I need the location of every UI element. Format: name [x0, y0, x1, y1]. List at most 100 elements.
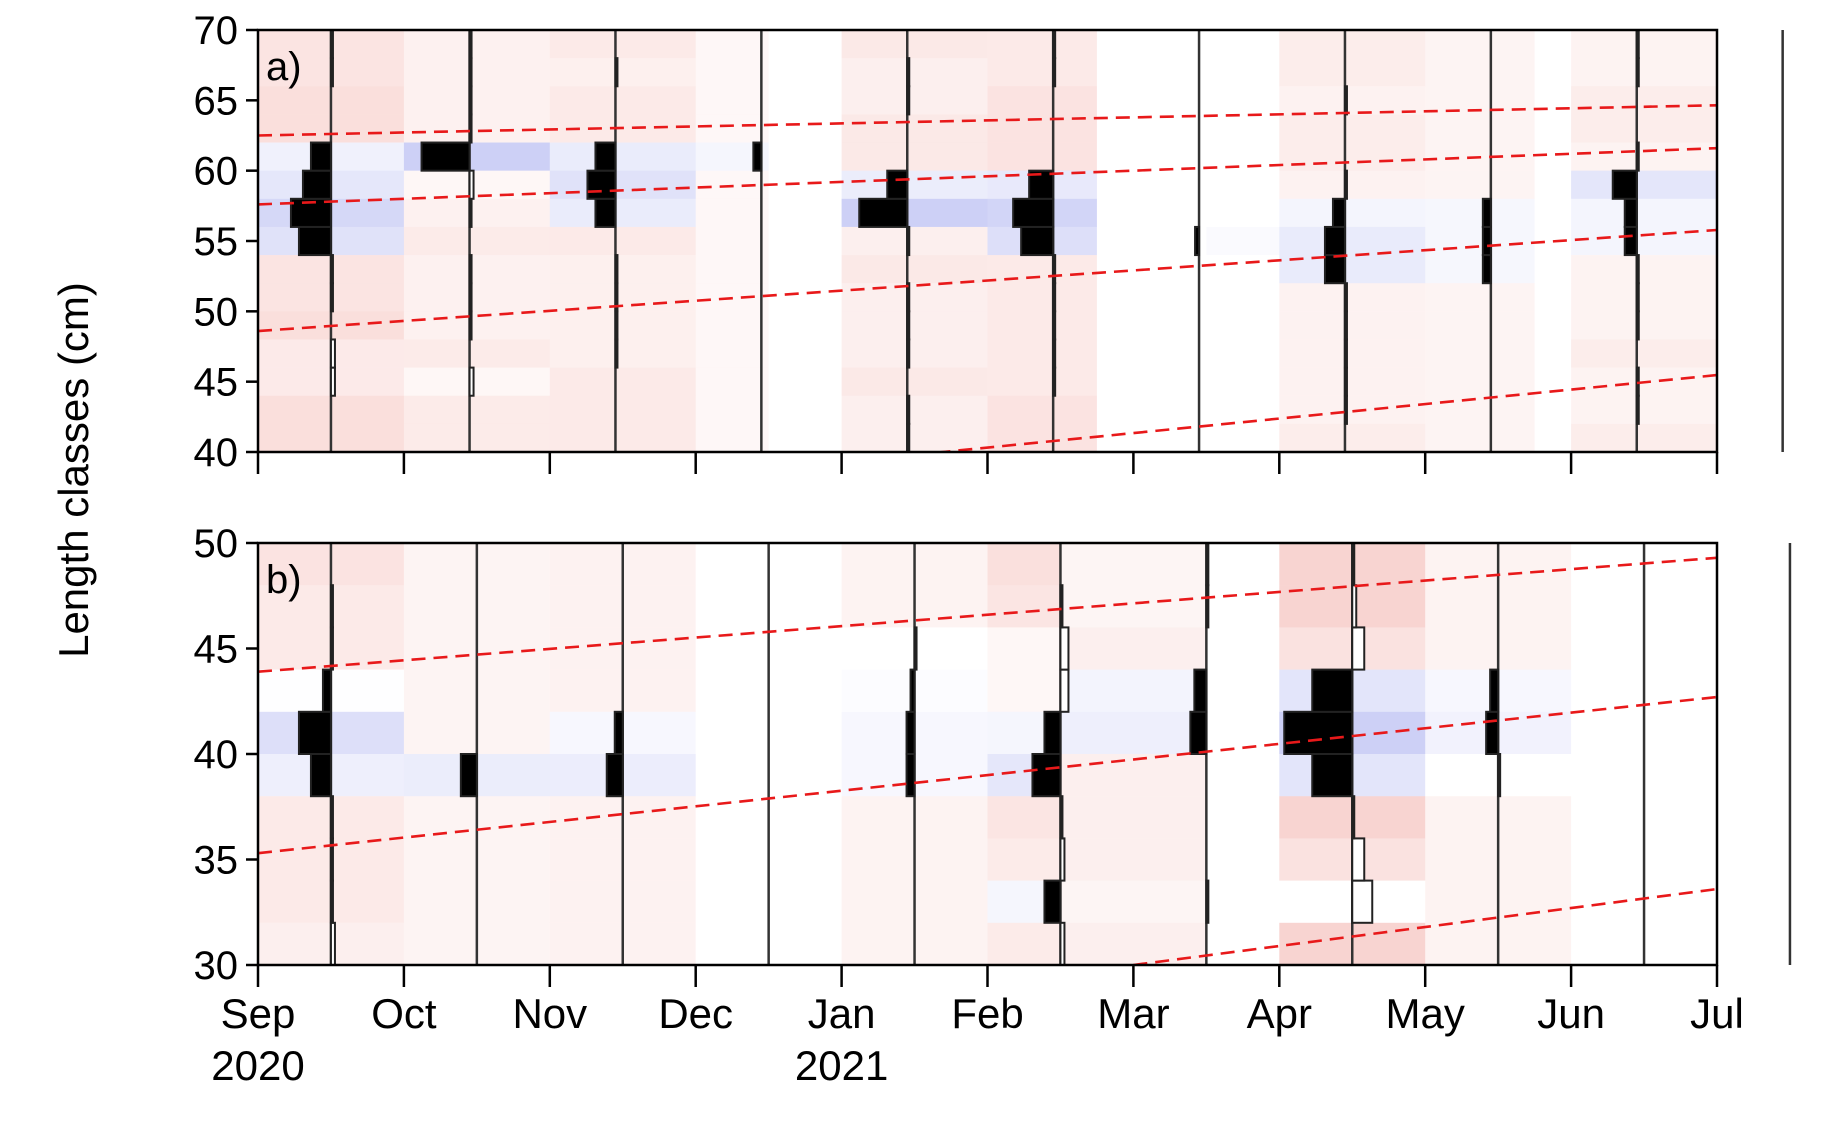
heat-cell — [842, 86, 988, 114]
histogram-bar-positive — [1483, 255, 1491, 283]
histogram-bar-positive — [887, 171, 907, 199]
heat-cell — [842, 227, 988, 255]
histogram-bar-negative — [470, 30, 472, 58]
heat-cell — [988, 255, 1097, 283]
heat-cell — [1425, 311, 1534, 339]
histogram-bar-positive — [299, 227, 331, 255]
histogram-bar-positive — [1312, 670, 1352, 712]
heat-cell — [550, 424, 696, 452]
histogram-bar-negative — [907, 311, 909, 339]
histogram-bar-positive — [587, 171, 615, 199]
heat-cell — [1060, 670, 1206, 712]
histogram-bar-negative — [331, 30, 333, 58]
histogram-bar-negative — [331, 585, 333, 627]
heat-cell — [842, 143, 988, 171]
histogram-bar-negative — [1206, 585, 1208, 627]
heat-cell — [696, 311, 769, 339]
histogram-bar-negative — [1345, 283, 1347, 311]
histogram-bar-negative — [907, 283, 909, 311]
histogram-bar-positive — [1483, 227, 1491, 255]
heat-cell — [696, 171, 769, 199]
heat-cell — [1425, 30, 1534, 58]
histogram-bar-negative — [1060, 670, 1068, 712]
y-tick-label: 60 — [194, 150, 239, 194]
histogram-bar-negative — [1053, 58, 1055, 86]
histogram-bar-positive — [323, 670, 331, 712]
histogram-bar-negative — [470, 255, 472, 283]
heat-cell — [550, 396, 696, 424]
histogram-bar-negative — [1637, 143, 1639, 171]
heat-cell — [1571, 199, 1717, 227]
histogram-bar-positive — [859, 199, 907, 227]
histogram-bar-negative — [470, 283, 472, 311]
histogram-bar-negative — [615, 339, 617, 367]
heat-cell — [696, 58, 769, 86]
histogram-bar-positive — [461, 754, 477, 796]
heat-cell — [404, 396, 550, 424]
histogram-bar-positive — [1625, 199, 1637, 227]
histogram-bar-negative — [1637, 396, 1639, 424]
heat-cell — [550, 171, 696, 199]
heat-cell — [1425, 283, 1534, 311]
heat-cell — [550, 227, 696, 255]
histogram-bar-positive — [303, 171, 331, 199]
y-tick-label: 55 — [194, 220, 239, 264]
x-tick-label: Sep — [221, 990, 296, 1037]
histogram-bar-negative — [470, 58, 472, 86]
histogram-bar-negative — [1345, 171, 1347, 199]
histogram-bar-negative — [1637, 255, 1639, 283]
histogram-bar-negative — [331, 339, 335, 367]
heat-cell — [1425, 199, 1534, 227]
histogram-bar-positive — [907, 754, 915, 796]
heat-cell — [1279, 86, 1425, 114]
histogram-bar-negative — [1345, 86, 1347, 114]
heat-cell — [1571, 86, 1717, 114]
histogram-bar-negative — [1053, 368, 1055, 396]
heat-cell — [550, 368, 696, 396]
heat-cell — [1571, 255, 1717, 283]
histogram-bar-negative — [331, 283, 333, 311]
histogram-bar-negative — [331, 58, 333, 86]
histogram-bar-positive — [299, 712, 331, 754]
histogram-bar-negative — [1060, 923, 1064, 965]
histogram-bar-positive — [1021, 227, 1053, 255]
heat-cell — [842, 311, 988, 339]
y-axis-label: Length classes (cm) — [50, 282, 97, 658]
heat-cell — [1279, 311, 1425, 339]
heat-cell — [1060, 627, 1206, 669]
histogram-bar-positive — [1490, 670, 1498, 712]
heat-cell — [1279, 396, 1425, 424]
histogram-bar-positive — [1044, 712, 1060, 754]
heat-cell — [696, 114, 769, 142]
heat-cell — [1279, 30, 1425, 58]
heat-cell — [1279, 114, 1425, 142]
y-tick-label: 65 — [194, 79, 239, 123]
histogram-bar-negative — [331, 923, 335, 965]
heat-cell — [842, 396, 988, 424]
heat-cell — [988, 143, 1097, 171]
heat-cell — [842, 283, 988, 311]
year-label: 2020 — [211, 1042, 304, 1089]
heat-cell — [1571, 283, 1717, 311]
heat-cell — [1571, 30, 1717, 58]
histogram-bar-positive — [595, 199, 615, 227]
heat-cell — [404, 114, 550, 142]
heat-cell — [988, 86, 1097, 114]
histogram-bar-positive — [907, 712, 915, 754]
histogram-bar-negative — [1060, 838, 1064, 880]
histogram-bar-positive — [1613, 171, 1637, 199]
heat-cell — [842, 171, 988, 199]
histogram-bar-negative — [615, 311, 617, 339]
heat-cell — [696, 396, 769, 424]
histogram-bar-positive — [1486, 712, 1498, 754]
histogram-bar-negative — [907, 58, 909, 86]
histogram-bar-negative — [907, 86, 909, 114]
histogram-bar-negative — [331, 255, 333, 283]
heat-cell — [696, 424, 769, 452]
histogram-bar-positive — [1194, 670, 1206, 712]
histogram-bar-positive — [1195, 227, 1199, 255]
histogram-bar-positive — [1013, 199, 1053, 227]
x-tick-label: Jul — [1690, 990, 1744, 1037]
y-tick-label: 50 — [194, 290, 239, 334]
